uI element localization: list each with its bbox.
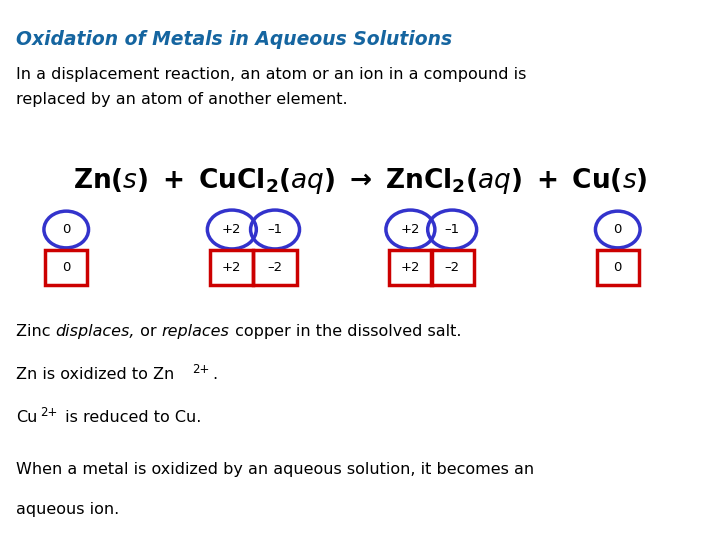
Text: Cu: Cu xyxy=(16,410,37,426)
Text: When a metal is oxidized by an aqueous solution, it becomes an: When a metal is oxidized by an aqueous s… xyxy=(16,462,534,477)
Text: aqueous ion.: aqueous ion. xyxy=(16,502,119,517)
Text: $\mathbf{Zn(}\mathit{s}\mathbf{)\ +\ CuCl_2(}\mathit{aq}\mathbf{)\ \rightarrow\ : $\mathbf{Zn(}\mathit{s}\mathbf{)\ +\ CuC… xyxy=(73,166,647,196)
Text: –1: –1 xyxy=(267,223,283,236)
Text: 0: 0 xyxy=(62,223,71,236)
Text: –1: –1 xyxy=(444,223,460,236)
Text: is reduced to Cu.: is reduced to Cu. xyxy=(60,410,202,426)
Text: +2: +2 xyxy=(400,261,420,274)
Text: In a displacement reaction, an atom or an ion in a compound is: In a displacement reaction, an atom or a… xyxy=(16,68,526,83)
Text: +2: +2 xyxy=(400,223,420,236)
Text: 2+: 2+ xyxy=(192,363,210,376)
Text: replaced by an atom of another element.: replaced by an atom of another element. xyxy=(16,92,348,107)
Text: Zn is oxidized to Zn: Zn is oxidized to Zn xyxy=(16,367,174,382)
Text: displaces,: displaces, xyxy=(55,324,135,339)
Text: .: . xyxy=(212,367,217,382)
Text: replaces: replaces xyxy=(162,324,230,339)
Text: or: or xyxy=(135,324,162,339)
Text: +2: +2 xyxy=(222,261,242,274)
Text: 0: 0 xyxy=(613,223,622,236)
Text: copper in the dissolved salt.: copper in the dissolved salt. xyxy=(230,324,461,339)
Text: 2+: 2+ xyxy=(40,406,58,419)
Text: –2: –2 xyxy=(267,261,283,274)
Text: 0: 0 xyxy=(613,261,622,274)
Text: Oxidation of Metals in Aqueous Solutions: Oxidation of Metals in Aqueous Solutions xyxy=(16,30,452,49)
Text: Zinc: Zinc xyxy=(16,324,55,339)
Text: –2: –2 xyxy=(444,261,460,274)
Text: +2: +2 xyxy=(222,223,242,236)
Text: 0: 0 xyxy=(62,261,71,274)
